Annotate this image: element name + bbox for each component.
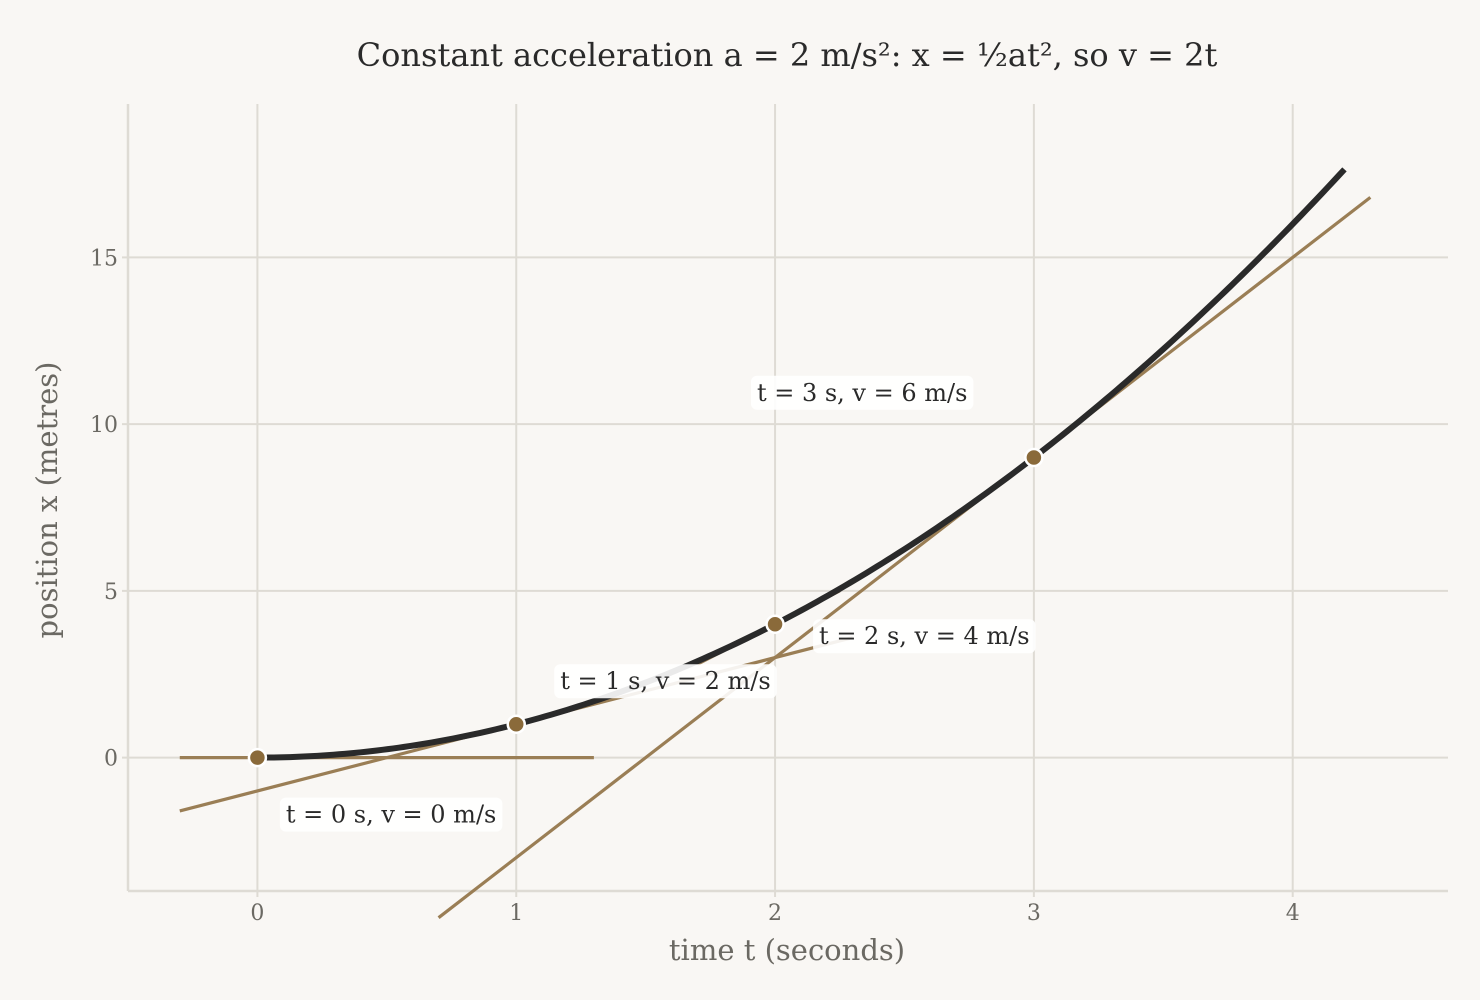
annotation-label: t = 0 s, v = 0 m/s bbox=[286, 801, 496, 829]
data-point bbox=[1024, 447, 1044, 468]
y-tick-label: 5 bbox=[104, 580, 118, 605]
chart-title: Constant acceleration a = 2 m/s²: x = ½a… bbox=[357, 36, 1218, 74]
y-tick-label: 10 bbox=[90, 413, 118, 438]
position-curve bbox=[257, 167, 1347, 761]
x-tick-label: 1 bbox=[509, 901, 523, 926]
annotation-background bbox=[750, 375, 974, 410]
x-tick-label: 0 bbox=[250, 901, 264, 926]
data-point bbox=[247, 747, 268, 768]
data-point bbox=[506, 714, 526, 735]
annotation-label: t = 1 s, v = 2 m/s bbox=[560, 667, 770, 695]
tick-layer: 0 1 2 3 4 0 5 10 15 bbox=[90, 246, 1300, 926]
annotation-label: t = 2 s, v = 4 m/s bbox=[819, 622, 1029, 650]
x-tick-label: 4 bbox=[1286, 901, 1300, 926]
annotation-label: t = 3 s, v = 6 m/s bbox=[757, 379, 967, 407]
annotation-background bbox=[279, 797, 503, 832]
annotation: t = 3 s, v = 6 m/s bbox=[750, 375, 974, 410]
annotation: t = 1 s, v = 2 m/s bbox=[554, 664, 777, 699]
annotation: t = 0 s, v = 0 m/s bbox=[279, 797, 503, 832]
annotation: t = 2 s, v = 4 m/s bbox=[813, 619, 1036, 654]
x-axis-label: time t (seconds) bbox=[669, 933, 905, 967]
y-tick-label: 0 bbox=[104, 747, 118, 772]
data-point bbox=[765, 614, 785, 634]
annotation-layer: t = 0 s, v = 0 m/s t = 1 s, v = 2 m/s t = … bbox=[279, 375, 1036, 832]
y-axis-label: position x (metres) bbox=[30, 362, 64, 639]
annotation-background bbox=[813, 619, 1036, 654]
y-tick-label: 15 bbox=[90, 246, 118, 271]
axes-spines bbox=[126, 104, 1448, 893]
tangent-line bbox=[437, 196, 1372, 919]
x-tick-label: 2 bbox=[768, 901, 782, 926]
annotation-background bbox=[554, 664, 777, 699]
data-points bbox=[247, 447, 1044, 768]
x-tick-label: 3 bbox=[1027, 901, 1041, 926]
